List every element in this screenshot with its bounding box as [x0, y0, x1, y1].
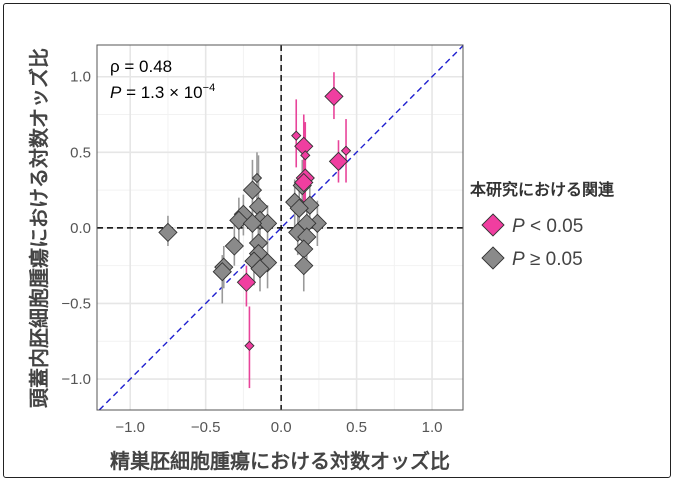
legend: 本研究における関連 P < 0.05 P ≥ 0.05 — [470, 180, 615, 270]
legend-title: 本研究における関連 — [470, 180, 615, 199]
y-tick-label: −1.0 — [61, 371, 91, 388]
point-nonsignificant — [242, 213, 263, 233]
x-axis-label: 精巣胚細胞腫瘍における対数オッズ比 — [110, 449, 450, 473]
point-significant — [340, 145, 352, 156]
point-nonsignificant — [224, 236, 244, 256]
point-nonsignificant — [242, 180, 263, 200]
point-nonsignificant — [294, 256, 314, 276]
legend-label: P ≥ 0.05 — [512, 249, 583, 270]
y-tick-label: 1.0 — [70, 69, 91, 86]
point-nonsignificant — [289, 198, 309, 218]
point-significant — [300, 150, 311, 161]
legend-key-diamond — [481, 213, 505, 237]
p-annotation: P = 1.3 × 10−4 — [110, 82, 215, 102]
point-nonsignificant — [250, 259, 270, 279]
points — [158, 86, 352, 351]
rho-annotation: ρ = 0.48 — [110, 57, 172, 76]
point-nonsignificant — [251, 172, 263, 184]
y-axis-label: 頭蓋内胚細胞腫瘍における対数オッズ比 — [27, 48, 51, 408]
p-symbol: P — [110, 83, 122, 102]
legend-label: P < 0.05 — [512, 216, 583, 237]
x-tick-label: 0.0 — [271, 419, 292, 436]
plot-panel-border — [96, 44, 464, 411]
x-tick-label: −0.5 — [191, 419, 221, 436]
point-significant — [294, 172, 314, 193]
point-significant — [236, 272, 257, 292]
y-tick-label: 0.0 — [70, 220, 91, 237]
y-tick-label: 0.5 — [70, 144, 91, 161]
point-significant — [244, 340, 255, 351]
identity-line — [98, 45, 464, 411]
point-significant — [324, 86, 344, 107]
p-exponent: −4 — [203, 82, 216, 94]
tick-labels: −1.0 −0.5 0.0 0.5 1.0 −1.0 −0.5 0.0 0.5 1.0 — [61, 69, 442, 436]
reference-lines — [97, 45, 464, 411]
point-significant — [328, 151, 349, 172]
point-significant — [291, 130, 302, 141]
point-nonsignificant — [229, 210, 249, 230]
point-nonsignificant — [212, 262, 232, 282]
p-value: = 1.3 × 10 — [121, 83, 202, 102]
x-tick-label: 0.5 — [346, 419, 367, 436]
legend-key-diamond — [481, 246, 505, 270]
figure-frame — [3, 3, 671, 478]
x-tick-label: 1.0 — [422, 419, 443, 436]
x-tick-label: −1.0 — [115, 419, 145, 436]
point-nonsignificant — [257, 213, 278, 233]
point-nonsignificant — [158, 222, 178, 243]
y-tick-label: −0.5 — [61, 295, 91, 312]
